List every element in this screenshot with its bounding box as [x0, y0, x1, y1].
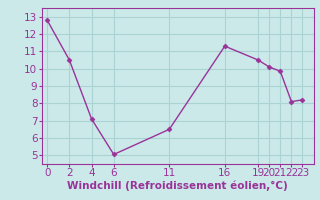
- X-axis label: Windchill (Refroidissement éolien,°C): Windchill (Refroidissement éolien,°C): [67, 181, 288, 191]
